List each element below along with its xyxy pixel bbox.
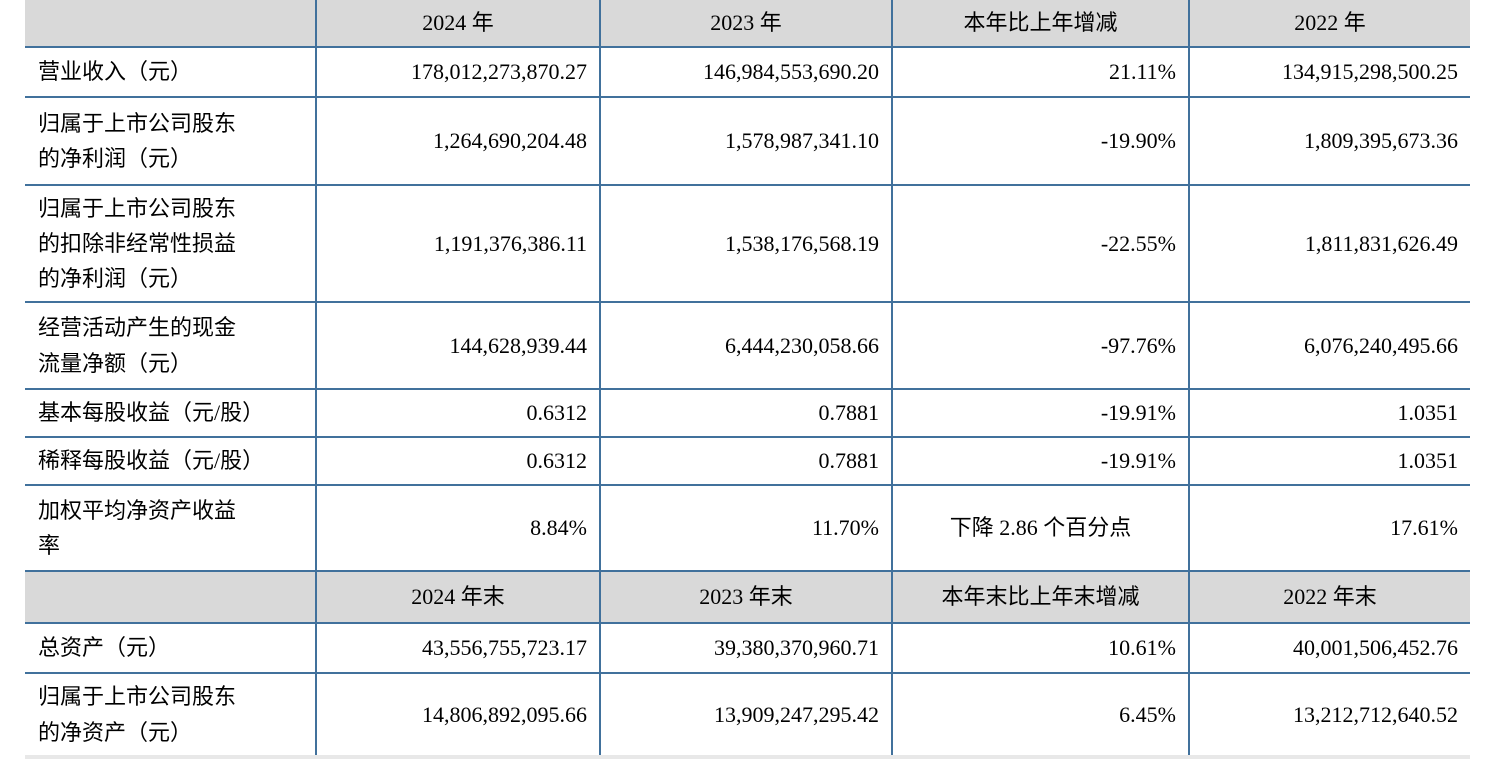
header-blank-cell [25, 570, 316, 623]
value-change: 6.45% [891, 672, 1189, 755]
value-2023: 1,538,176,568.19 [599, 184, 892, 302]
table-row: 稀释每股收益（元/股） 0.6312 0.7881 -19.91% 1.0351 [25, 436, 1470, 485]
value-2023: 1,578,987,341.10 [599, 96, 892, 185]
value-2024: 8.84% [315, 484, 600, 571]
value-2022: 13,212,712,640.52 [1188, 672, 1470, 755]
value-change: -22.55% [891, 184, 1189, 302]
header-2022: 2022 年 [1188, 0, 1470, 47]
header-2023-end: 2023 年末 [599, 570, 892, 623]
table-row: 经营活动产生的现金 流量净额（元） 144,628,939.44 6,444,2… [25, 301, 1470, 389]
row-label: 基本每股收益（元/股） [25, 388, 316, 437]
value-2023: 6,444,230,058.66 [599, 301, 892, 389]
value-2023: 13,909,247,295.42 [599, 672, 892, 755]
header-2024: 2024 年 [315, 0, 600, 47]
value-2022: 1,809,395,673.36 [1188, 96, 1470, 185]
header-2024-end: 2024 年末 [315, 570, 600, 623]
table-row: 营业收入（元） 178,012,273,870.27 146,984,553,6… [25, 46, 1470, 97]
value-2022: 1.0351 [1188, 436, 1470, 485]
table-row: 归属于上市公司股东 的净资产（元） 14,806,892,095.66 13,9… [25, 672, 1470, 755]
table-row: 归属于上市公司股东 的扣除非经常性损益 的净利润（元） 1,191,376,38… [25, 184, 1470, 302]
value-change: -97.76% [891, 301, 1189, 389]
value-change: 下降 2.86 个百分点 [891, 484, 1189, 571]
value-2023: 146,984,553,690.20 [599, 46, 892, 97]
row-label: 总资产（元） [25, 622, 316, 673]
value-2024: 43,556,755,723.17 [315, 622, 600, 673]
value-2022: 17.61% [1188, 484, 1470, 571]
next-row-cutoff-strip [25, 755, 1470, 759]
value-2024: 144,628,939.44 [315, 301, 600, 389]
header-year-end-change: 本年末比上年末增减 [891, 570, 1189, 623]
financial-summary-table: 2024 年 2023 年 本年比上年增减 2022 年 营业收入（元） 178… [25, 0, 1470, 755]
value-2022: 1,811,831,626.49 [1188, 184, 1470, 302]
value-2024: 178,012,273,870.27 [315, 46, 600, 97]
row-label: 归属于上市公司股东 的净资产（元） [25, 672, 316, 755]
value-change: 10.61% [891, 622, 1189, 673]
table-row: 基本每股收益（元/股） 0.6312 0.7881 -19.91% 1.0351 [25, 388, 1470, 437]
table-row: 加权平均净资产收益 率 8.84% 11.70% 下降 2.86 个百分点 17… [25, 484, 1470, 571]
value-2024: 1,191,376,386.11 [315, 184, 600, 302]
header-2022-end: 2022 年末 [1188, 570, 1470, 623]
row-label: 归属于上市公司股东 的净利润（元） [25, 96, 316, 185]
value-change: 21.11% [891, 46, 1189, 97]
table-row: 归属于上市公司股东 的净利润（元） 1,264,690,204.48 1,578… [25, 96, 1470, 185]
header-row-year-end: 2024 年末 2023 年末 本年末比上年末增减 2022 年末 [25, 570, 1470, 623]
value-change: -19.91% [891, 436, 1189, 485]
value-2024: 14,806,892,095.66 [315, 672, 600, 755]
row-label: 经营活动产生的现金 流量净额（元） [25, 301, 316, 389]
value-2024: 1,264,690,204.48 [315, 96, 600, 185]
header-yoy-change: 本年比上年增减 [891, 0, 1189, 47]
row-label: 加权平均净资产收益 率 [25, 484, 316, 571]
value-2022: 134,915,298,500.25 [1188, 46, 1470, 97]
row-label: 营业收入（元） [25, 46, 316, 97]
header-blank-cell [25, 0, 316, 47]
value-2023: 0.7881 [599, 436, 892, 485]
table-row: 总资产（元） 43,556,755,723.17 39,380,370,960.… [25, 622, 1470, 673]
header-row-annual: 2024 年 2023 年 本年比上年增减 2022 年 [25, 0, 1470, 47]
row-label: 归属于上市公司股东 的扣除非经常性损益 的净利润（元） [25, 184, 316, 302]
value-2023: 11.70% [599, 484, 892, 571]
value-change: -19.91% [891, 388, 1189, 437]
value-2022: 40,001,506,452.76 [1188, 622, 1470, 673]
value-2022: 6,076,240,495.66 [1188, 301, 1470, 389]
header-2023: 2023 年 [599, 0, 892, 47]
value-2024: 0.6312 [315, 388, 600, 437]
value-2022: 1.0351 [1188, 388, 1470, 437]
row-label: 稀释每股收益（元/股） [25, 436, 316, 485]
value-change: -19.90% [891, 96, 1189, 185]
value-2023: 39,380,370,960.71 [599, 622, 892, 673]
value-2023: 0.7881 [599, 388, 892, 437]
value-2024: 0.6312 [315, 436, 600, 485]
